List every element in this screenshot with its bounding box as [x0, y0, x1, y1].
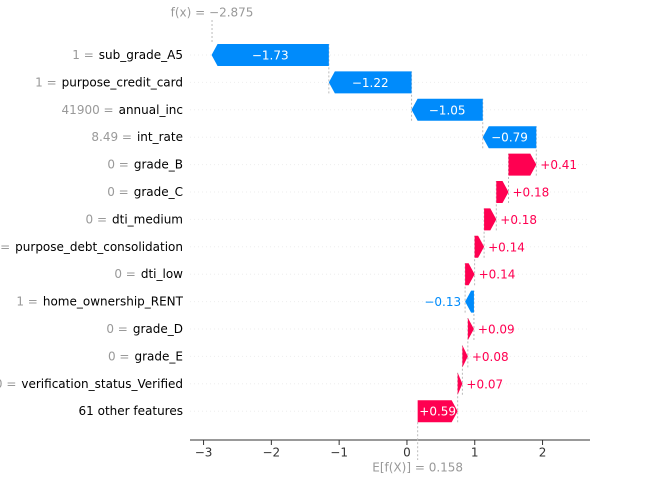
feature-label: 0 = grade_D [106, 322, 183, 336]
feature-name: purpose_credit_card [62, 75, 183, 89]
feature-label: 0 = grade_C [107, 185, 183, 199]
feature-value: 0 = [114, 267, 136, 281]
feature-label: 0 = grade_B [107, 157, 183, 171]
feature-value: 1 = [72, 48, 94, 62]
value-label: +0.18 [500, 213, 537, 227]
feature-label: 61 other features [79, 404, 183, 418]
feature-value: 0 = [86, 212, 108, 226]
feature-name: sub_grade_A5 [99, 48, 183, 62]
contribution-bar [484, 208, 497, 231]
output-value-label: f(x) = −2.875 [171, 6, 254, 20]
contribution-bar [482, 126, 537, 149]
feature-label: 1 = purpose_credit_card [35, 75, 183, 89]
feature-label: 8.49 = int_rate [91, 130, 183, 144]
feature-label: 0 = dti_medium [86, 212, 184, 226]
feature-name: grade_C [134, 185, 183, 199]
feature-name: grade_E [135, 349, 184, 363]
feature-value: 0 = [0, 239, 10, 253]
x-tick-label: 0 [403, 446, 411, 460]
feature-value: 0 = [107, 185, 129, 199]
contribution-bar [211, 44, 329, 66]
feature-name: dti_medium [112, 212, 183, 226]
feature-name: verification_status_Verified [21, 376, 183, 390]
value-label: −1.73 [252, 49, 289, 63]
feature-label: 1 = home_ownership_RENT [16, 294, 183, 308]
value-label: −0.13 [424, 295, 461, 309]
x-tick-label: −1 [330, 446, 348, 460]
feature-name: home_ownership_RENT [43, 294, 184, 308]
contribution-bar [465, 290, 474, 313]
feature-value: 0 = [107, 157, 129, 171]
value-label: +0.08 [472, 350, 509, 364]
value-label: +0.14 [479, 268, 516, 282]
value-label: +0.14 [488, 240, 525, 254]
feature-value: 41900 = [62, 102, 114, 116]
value-label: −1.05 [429, 103, 466, 117]
contribution-bar [462, 345, 468, 368]
feature-name: annual_inc [119, 102, 183, 116]
feature-name: grade_D [133, 322, 183, 336]
feature-value: 1 = [35, 75, 57, 89]
feature-name: int_rate [137, 130, 183, 144]
value-label: +0.59 [419, 405, 456, 419]
x-tick-label: −3 [195, 446, 213, 460]
feature-value: 0 = [108, 349, 130, 363]
feature-label: 0 = verification_status_Verified [0, 376, 183, 390]
feature-name: 61 other features [79, 404, 183, 418]
feature-value: 0 = [0, 376, 16, 390]
contribution-bar [328, 71, 412, 94]
value-label: −1.22 [352, 76, 389, 90]
feature-label: 0 = dti_low [114, 267, 183, 281]
x-tick-label: 2 [539, 446, 547, 460]
contribution-bar [417, 400, 458, 423]
feature-value: 0 = [106, 322, 128, 336]
feature-name: purpose_debt_consolidation [15, 239, 183, 253]
feature-value: 8.49 = [91, 130, 132, 144]
contribution-bar [496, 181, 509, 203]
feature-label: 41900 = annual_inc [62, 102, 183, 116]
contribution-bar [508, 153, 537, 176]
feature-label: 0 = purpose_debt_consolidation [0, 239, 183, 253]
contribution-bar [474, 235, 485, 258]
expected-value-label: E[f(X)] = 0.158 [372, 461, 463, 475]
feature-label: 1 = sub_grade_A5 [72, 48, 183, 62]
feature-label: 0 = grade_E [108, 349, 183, 363]
contribution-bar [457, 372, 463, 395]
value-label: +0.07 [466, 377, 503, 391]
contribution-bar [467, 318, 474, 340]
contribution-bar [411, 98, 483, 121]
value-label: +0.09 [478, 323, 515, 337]
value-label: +0.41 [540, 158, 577, 172]
value-label: +0.18 [513, 186, 550, 200]
contribution-bar [465, 263, 475, 286]
feature-name: dti_low [141, 267, 183, 281]
feature-name: grade_B [134, 157, 183, 171]
x-tick-label: −2 [263, 446, 281, 460]
x-tick-label: 1 [471, 446, 479, 460]
feature-value: 1 = [16, 294, 38, 308]
value-label: −0.79 [491, 131, 528, 145]
